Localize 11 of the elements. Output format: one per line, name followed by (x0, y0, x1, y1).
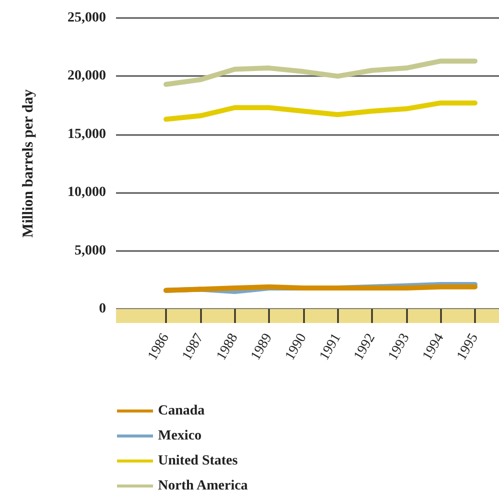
legend-label: North America (158, 478, 248, 494)
y-tick-label: 10,000 (68, 185, 106, 200)
y-tick-label: 5,000 (74, 243, 106, 258)
y-axis-title: Million barrels per day (20, 88, 36, 238)
legend-label: Canada (158, 404, 205, 418)
y-tick-label: 15,000 (68, 126, 106, 142)
legend-label: United States (158, 454, 238, 468)
y-tick-label: 25,000 (68, 10, 106, 26)
y-tick-label: 20,000 (68, 68, 106, 84)
y-tick-label: 0 (99, 302, 106, 316)
legend-label: Mexico (158, 428, 202, 444)
